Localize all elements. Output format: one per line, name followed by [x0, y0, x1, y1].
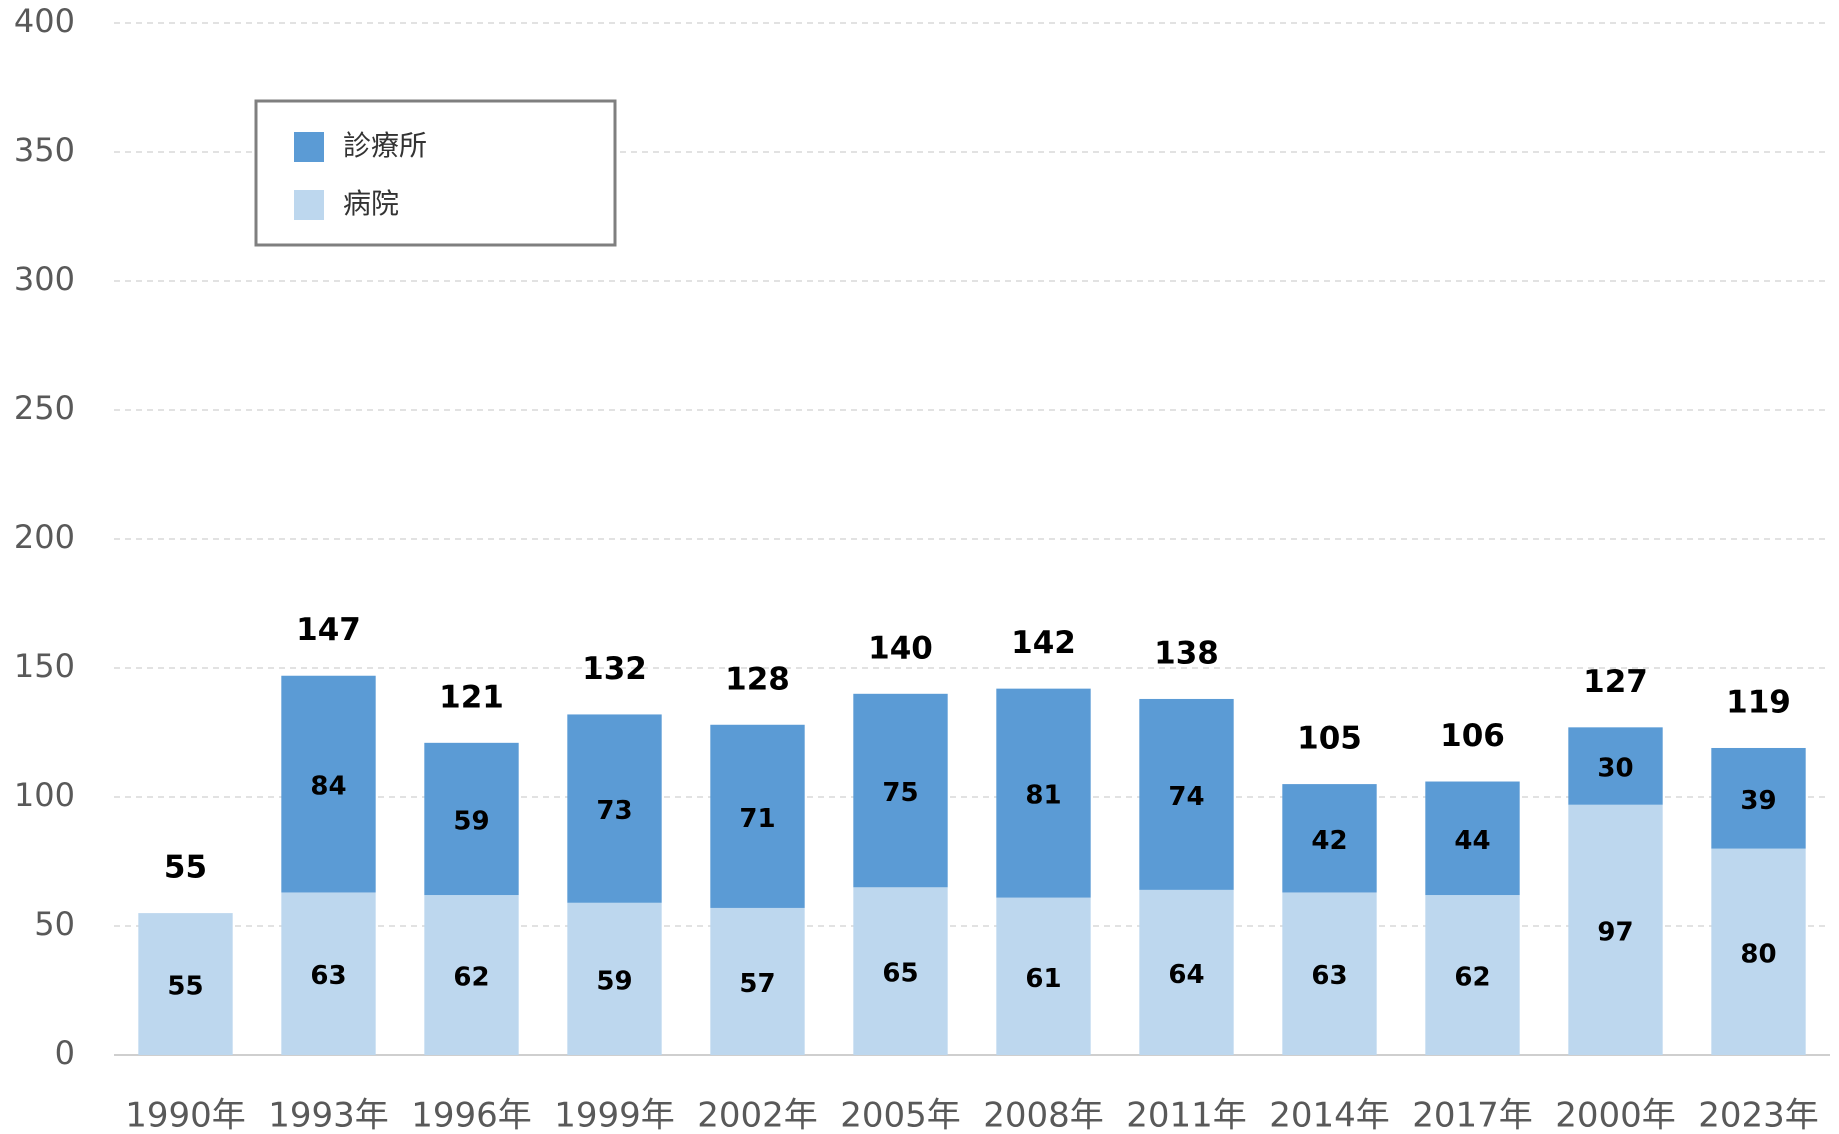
bar-segment [996, 688, 1091, 898]
total-label: 105 [1297, 721, 1362, 757]
y-tick-label: 100 [14, 776, 75, 814]
data-label: 59 [596, 966, 632, 996]
data-label: 62 [453, 963, 489, 993]
legend-label: 病院 [343, 187, 399, 220]
x-tick-label: 2017年 [1412, 1096, 1533, 1134]
data-label: 64 [1168, 960, 1204, 990]
data-label: 39 [1740, 786, 1776, 816]
bar-segment [567, 902, 662, 1055]
total-label: 119 [1726, 684, 1791, 720]
bar-segment [853, 693, 948, 888]
bar-segment [567, 714, 662, 903]
bar-segment [281, 892, 376, 1055]
data-label: 57 [739, 969, 775, 999]
x-tick-label: 2023年 [1698, 1096, 1819, 1134]
total-label: 132 [582, 651, 647, 687]
data-label: 74 [1168, 782, 1204, 812]
bar-segment [1139, 698, 1234, 890]
y-tick-label: 150 [14, 647, 75, 685]
total-label: 147 [296, 612, 361, 648]
x-tick-label: 2011年 [1126, 1096, 1247, 1134]
bar-segment [710, 724, 805, 908]
y-tick-label: 0 [55, 1034, 75, 1072]
data-label: 97 [1597, 917, 1633, 947]
x-tick-label: 1993年 [268, 1096, 389, 1134]
y-tick-label: 300 [14, 260, 75, 298]
data-label: 63 [1311, 961, 1347, 991]
data-label: 44 [1454, 826, 1490, 856]
bar-segment [996, 897, 1091, 1055]
total-label: 138 [1154, 635, 1219, 671]
data-label: 55 [167, 972, 203, 1002]
bar-segment [1568, 804, 1663, 1055]
data-label: 75 [882, 778, 918, 808]
data-label: 71 [739, 804, 775, 834]
bar-segment [853, 887, 948, 1055]
data-label: 30 [1597, 754, 1633, 784]
x-tick-label: 1990年 [125, 1096, 246, 1134]
bar-segment [1711, 848, 1806, 1055]
bar-segment [1425, 781, 1520, 896]
x-tick-label: 2000年 [1555, 1096, 1676, 1134]
x-tick-label: 1999年 [554, 1096, 675, 1134]
bar-segment [1282, 892, 1377, 1055]
bar-segment [1568, 727, 1663, 805]
bar-segment [1711, 747, 1806, 849]
y-tick-label: 400 [14, 2, 75, 40]
bar-segment [710, 907, 805, 1055]
bar-segment [138, 913, 233, 1055]
x-tick-label: 2002年 [697, 1096, 818, 1134]
legend-label: 診療所 [343, 129, 427, 162]
legend-swatch [294, 132, 324, 162]
data-label: 61 [1025, 964, 1061, 994]
total-label: 55 [164, 850, 207, 886]
y-tick-label: 350 [14, 131, 75, 169]
y-tick-label: 200 [14, 518, 75, 556]
x-tick-label: 2008年 [983, 1096, 1104, 1134]
data-label: 65 [882, 959, 918, 989]
data-label: 63 [310, 961, 346, 991]
x-tick-label: 1996年 [411, 1096, 532, 1134]
bar-segment [1139, 889, 1234, 1055]
y-tick-label: 50 [34, 905, 75, 943]
total-label: 140 [868, 630, 933, 666]
data-label: 84 [310, 772, 346, 802]
total-label: 142 [1011, 625, 1076, 661]
data-label: 59 [453, 806, 489, 836]
total-label: 121 [439, 679, 504, 715]
bar-segment [424, 742, 519, 896]
data-label: 42 [1311, 826, 1347, 856]
data-label: 62 [1454, 963, 1490, 993]
legend-swatch [294, 190, 324, 220]
bar-segment [424, 895, 519, 1055]
data-label: 73 [596, 796, 632, 826]
x-tick-label: 2005年 [840, 1096, 961, 1134]
data-label: 80 [1740, 939, 1776, 969]
total-label: 128 [725, 661, 790, 697]
x-tick-label: 2014年 [1269, 1096, 1390, 1134]
total-label: 106 [1440, 718, 1505, 754]
y-tick-label: 250 [14, 389, 75, 427]
legend-box [254, 99, 617, 247]
bar-segment [1282, 784, 1377, 893]
total-label: 127 [1583, 664, 1648, 700]
data-label: 81 [1025, 781, 1061, 811]
bar-segment [1425, 895, 1520, 1055]
bar-segment [281, 675, 376, 893]
